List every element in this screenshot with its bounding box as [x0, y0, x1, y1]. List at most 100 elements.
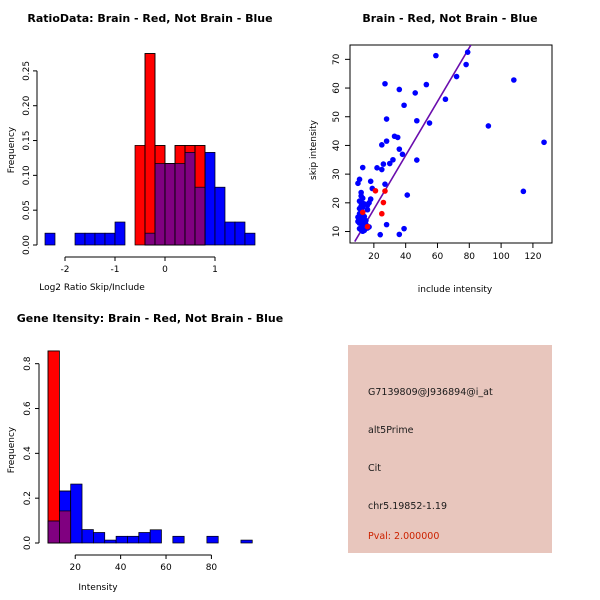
x-axis-tick-label: 1: [212, 265, 218, 275]
gene-histogram-svg: Gene Itensity: Brain - Red, Not Brain - …: [7, 312, 283, 593]
y-axis-tick-label: 0.15: [22, 131, 32, 151]
scatter-point: [433, 52, 439, 59]
scatter-point: [520, 188, 527, 195]
y-axis-tick-label: 0.8: [23, 356, 33, 371]
y-axis-tick-label: 0.6: [23, 401, 33, 416]
histogram-bar-overlap: [154, 163, 166, 246]
ratio-histogram-xlabel: Log2 Ratio Skip/Include: [39, 283, 145, 293]
scatter-point: [377, 231, 384, 238]
scatter-point: [383, 221, 390, 228]
gene-histogram-panel: Gene Itensity: Brain - Red, Not Brain - …: [0, 300, 300, 600]
scatter-title: Brain - Red, Not Brain - Blue: [362, 12, 537, 25]
scatter-point: [379, 142, 385, 148]
fit-line: [354, 45, 472, 242]
x-axis-tick-label: 80: [206, 563, 218, 573]
scatter-point: [364, 206, 371, 213]
scatter-point: [355, 180, 361, 187]
y-axis-tick-label: 0.25: [22, 61, 32, 81]
histogram-bar: [115, 535, 128, 544]
scatter-point: [423, 81, 430, 88]
scatter-point: [463, 61, 469, 68]
y-axis-tick-label: 30: [332, 168, 342, 180]
histogram-bar-overlap: [194, 186, 206, 246]
scatter-xlabel: include intensity: [418, 285, 493, 295]
info-event-type: alt5Prime: [368, 425, 414, 436]
y-axis-tick-label: 0.10: [22, 165, 32, 185]
histogram-bar: [224, 221, 236, 246]
scatter-point: [442, 96, 449, 103]
info-locus: chr5.19852-1.19: [368, 501, 448, 512]
info-gene-symbol: Cit: [368, 463, 381, 474]
scatter-point: [399, 151, 406, 158]
histogram-bar: [93, 532, 106, 544]
scatter-point: [372, 187, 379, 194]
scatter-point: [386, 160, 393, 167]
gene-histogram-plot-area: 0.0 0.2 0.4 0.6 0.8 20 40 60 80: [23, 350, 253, 573]
scatter-point: [396, 146, 403, 152]
histogram-bar: [44, 232, 56, 246]
x-axis-tick-label: 60: [160, 563, 172, 573]
histogram-bar: [127, 535, 140, 544]
scatter-point: [453, 73, 460, 80]
x-axis-tick-label: 40: [115, 563, 127, 573]
y-axis-tick-label: 0.4: [23, 446, 33, 461]
x-axis-tick-label: -2: [61, 265, 70, 275]
scatter-point: [380, 199, 387, 206]
scatter-point: [390, 156, 396, 163]
histogram-bar-overlap: [174, 163, 186, 246]
scatter-point: [404, 192, 411, 198]
scatter-panel: Brain - Red, Not Brain - Blue 10 20 30 40 50…: [300, 0, 600, 300]
x-axis-tick-label: 20: [70, 563, 82, 573]
scatter-point: [401, 225, 407, 232]
histogram-bar: [81, 529, 94, 544]
histogram-bar: [84, 232, 96, 246]
histogram-bar: [114, 221, 126, 246]
scatter-point: [396, 231, 403, 238]
scatter-point: [359, 164, 366, 171]
scatter-svg: Brain - Red, Not Brain - Blue 10 20 30 40 50…: [309, 12, 553, 295]
gene-histogram-ylabel: Frequency: [7, 426, 17, 473]
histogram-bar-overlap: [144, 232, 156, 246]
scatter-point: [359, 228, 366, 235]
histogram-bar: [234, 221, 246, 246]
histogram-bar-overlap: [184, 152, 196, 246]
histogram-bar: [240, 539, 253, 544]
histogram-bar: [70, 483, 83, 544]
ratio-histogram-svg: RatioData: Brain - Red, Not Brain - Blue…: [7, 12, 273, 293]
gene-histogram-title: Gene Itensity: Brain - Red, Not Brain - …: [17, 312, 283, 325]
histogram-bar-outline: [47, 350, 60, 544]
x-axis-tick-label: 60: [432, 252, 444, 262]
scatter-point: [426, 120, 433, 126]
y-axis-tick-label: 70: [332, 53, 342, 65]
histogram-bar: [104, 539, 117, 544]
gene-info-box: G7139809@J936894@i_at alt5Prime Cit chr5…: [348, 345, 552, 553]
scatter-point: [379, 166, 385, 173]
histogram-bar: [204, 152, 216, 246]
histogram-bar: [104, 232, 116, 246]
histogram-bar-overlap: [58, 510, 72, 544]
histogram-bar: [214, 186, 226, 246]
scatter-point: [355, 214, 361, 220]
scatter-point: [363, 217, 369, 224]
x-axis-tick-label: -1: [111, 265, 120, 275]
gene-histogram-xlabel: Intensity: [78, 583, 118, 593]
histogram-bar-overlap: [164, 163, 176, 246]
histogram-bar: [172, 535, 185, 544]
scatter-point: [355, 218, 361, 225]
histogram-bar: [149, 529, 162, 544]
scatter-point: [401, 102, 407, 109]
scatter-point: [382, 181, 388, 187]
scatter-point: [382, 188, 388, 194]
scatter-point: [380, 161, 387, 167]
scatter-point: [412, 90, 419, 96]
ratio-histogram-panel: RatioData: Brain - Red, Not Brain - Blue…: [0, 0, 300, 300]
x-axis-tick-label: 120: [524, 252, 541, 262]
x-axis-tick-label: 100: [493, 252, 510, 262]
histogram-bar: [134, 145, 146, 246]
scatter-point: [374, 165, 380, 171]
scatter-point: [367, 178, 374, 185]
y-axis-tick-label: 0.0: [23, 536, 33, 551]
ratio-histogram-ylabel: Frequency: [7, 126, 17, 173]
histogram-bar: [94, 232, 106, 246]
plot-frame: [349, 44, 553, 244]
